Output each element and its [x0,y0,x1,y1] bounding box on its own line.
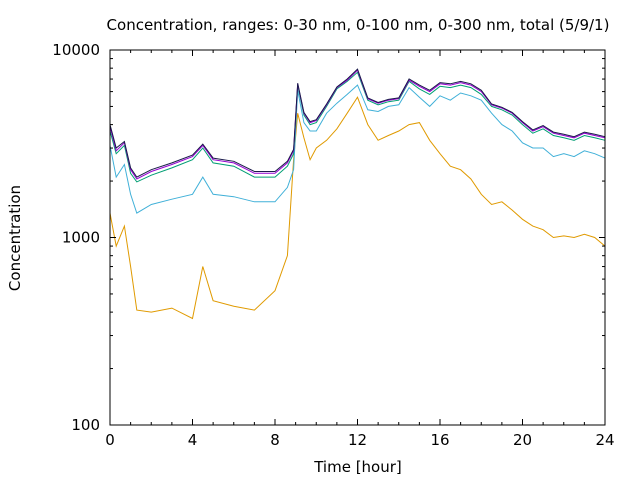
tick-layer: 0 4 8 12 16 20 24 100 1000 10000 [52,41,614,449]
y-axis-label: Concentration [6,185,24,291]
x-tick-label: 24 [595,431,614,449]
chart-title: Concentration, ranges: 0-30 nm, 0-100 nm… [107,16,610,34]
x-tick-label: 16 [430,431,449,449]
x-tick-label: 0 [105,431,115,449]
x-tick-label: 12 [348,431,367,449]
series-line-5 [109,68,606,178]
y-tick-label: 1000 [62,229,100,247]
series-line-2 [109,84,606,214]
x-tick-label: 20 [513,431,532,449]
x-axis-label: Time [hour] [313,458,402,476]
y-tick-label: 10000 [52,41,100,59]
y-tick-label: 100 [71,416,100,434]
series-line-1 [109,96,606,320]
series-layer [109,68,606,320]
x-tick-label: 8 [270,431,280,449]
series-line-4 [109,69,606,180]
plot-frame [109,49,606,426]
series-line-3 [109,71,606,183]
x-tick-label: 4 [188,431,198,449]
